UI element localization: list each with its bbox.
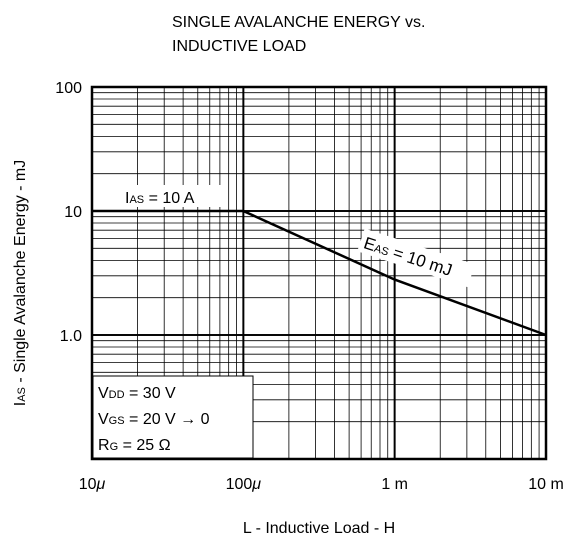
condition-vgs-sub: GS	[109, 415, 125, 427]
condition-vdd-pre: V	[98, 385, 109, 402]
condition-rg-post: = 25 Ω	[118, 437, 170, 454]
eas-annotation-sub: AS	[372, 243, 390, 259]
eas-label-background	[357, 228, 476, 288]
x-tick-number: 100	[226, 476, 253, 493]
x-tick-label: 1 m	[381, 476, 408, 493]
eas-annotation-pre: E	[361, 234, 378, 256]
condition-rg: RG = 25 Ω	[98, 437, 171, 454]
ias-label-background	[115, 185, 221, 207]
conditions-box	[92, 375, 254, 459]
x-tick-unit: μ	[96, 476, 106, 493]
condition-vgs-pre: V	[98, 411, 109, 428]
chart-title-line-1: SINGLE AVALANCHE ENERGY vs.	[172, 14, 425, 31]
condition-vgs: VGS = 20 V → 0	[98, 411, 210, 428]
chart-title-line-2: INDUCTIVE LOAD	[172, 38, 306, 55]
x-axis-label: L - Inductive Load - H	[243, 520, 395, 537]
x-tick-labels: 10μ 100μ 1 m 10 m	[79, 476, 564, 493]
condition-rg-sub: G	[110, 441, 119, 453]
x-tick-number: 10 m	[528, 476, 564, 493]
condition-rg-pre: R	[98, 437, 110, 454]
y-axis-label-prefix: I	[12, 402, 29, 406]
plot-frame	[90, 85, 548, 461]
condition-vdd-sub: DD	[109, 389, 125, 401]
ias-annotation: IAS = 10 A	[125, 190, 195, 207]
x-tick-number: 1 m	[381, 476, 408, 493]
y-tick-label: 100	[55, 80, 82, 97]
eas-annotation-group: EAS = 10 mJ	[357, 228, 476, 288]
y-tick-label: 10	[64, 204, 82, 221]
y-axis-label: IAS - Single Avalanche Energy - mJ	[12, 160, 29, 407]
y-axis-label-sub: AS	[16, 387, 28, 402]
ias-annotation-sub: AS	[129, 194, 144, 206]
ias-annotation-post: = 10 A	[144, 190, 195, 207]
ias-annotation-pre: I	[125, 190, 129, 207]
x-tick-label: 100μ	[226, 476, 262, 493]
y-tick-label: 1.0	[60, 328, 82, 345]
x-tick-unit: μ	[251, 476, 261, 493]
y-axis-label-rest: - Single Avalanche Energy - mJ	[12, 160, 29, 387]
minor-gridlines	[92, 87, 546, 459]
condition-vdd: VDD = 30 V	[98, 385, 176, 402]
x-tick-number: 10	[79, 476, 97, 493]
condition-vdd-post: = 30 V	[125, 385, 176, 402]
x-tick-label: 10 m	[528, 476, 564, 493]
eas-curve	[92, 209, 547, 337]
condition-vgs-post: = 20 V → 0	[125, 411, 210, 428]
x-tick-label: 10μ	[79, 476, 106, 493]
y-tick-labels: 100 10 1.0	[55, 80, 82, 345]
